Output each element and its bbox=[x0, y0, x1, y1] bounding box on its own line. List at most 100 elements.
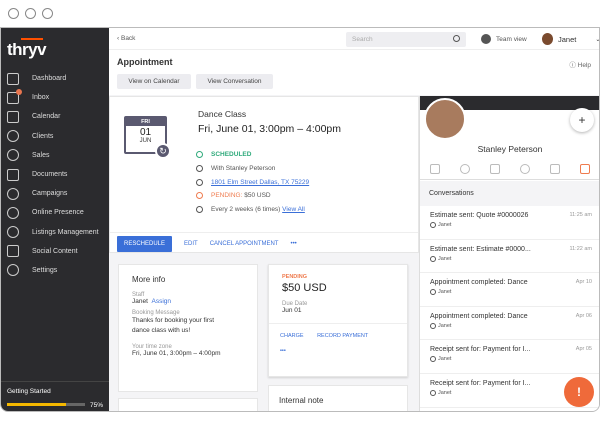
add-button[interactable]: + bbox=[570, 108, 594, 132]
calendar-date-icon: FRI 01 JUN bbox=[124, 116, 167, 154]
chat-help-button[interactable]: ! bbox=[564, 377, 594, 407]
payment-card: PENDING $50 USD Due Date Jun 01 CHARGE R… bbox=[268, 264, 408, 377]
location-pin-icon bbox=[196, 178, 203, 186]
reschedule-button[interactable]: RESCHEDULE bbox=[117, 235, 173, 252]
check-circle-icon bbox=[196, 151, 203, 159]
conversation-title: Appointment completed: Dance bbox=[430, 312, 528, 320]
minimize-window-button[interactable] bbox=[25, 8, 36, 19]
person-icon bbox=[196, 165, 203, 173]
assign-link[interactable]: Assign bbox=[151, 298, 172, 305]
thryv-logo[interactable]: thryv bbox=[7, 38, 47, 59]
window-controls bbox=[8, 8, 53, 19]
conversation-item[interactable]: Receipt sent for: Payment for I... Janet bbox=[420, 374, 599, 408]
conversation-title: Estimate sent: Estimate #0000... bbox=[430, 245, 531, 253]
user-icon bbox=[430, 322, 436, 329]
home-icon[interactable] bbox=[430, 164, 440, 174]
sidebar-item-dashboard[interactable]: Dashboard bbox=[1, 69, 109, 88]
payment-icon bbox=[196, 192, 203, 200]
help-icon: ⓘ bbox=[569, 62, 576, 69]
payments-icon[interactable] bbox=[520, 164, 530, 174]
calendar-icon[interactable] bbox=[490, 164, 500, 174]
sidebar-item-social-content[interactable]: Social Content bbox=[1, 242, 109, 261]
conversation-time: 11:25 am bbox=[569, 212, 592, 218]
conversations-header: Conversations bbox=[420, 181, 599, 206]
close-window-button[interactable] bbox=[8, 8, 19, 19]
sales-icon bbox=[7, 149, 19, 162]
getting-started[interactable]: Getting Started 75% bbox=[1, 381, 109, 411]
page-title: Appointment bbox=[117, 57, 173, 67]
team-view-button[interactable]: Team view bbox=[481, 34, 527, 44]
status-badge: SCHEDULED bbox=[211, 151, 252, 159]
getting-started-progress bbox=[7, 403, 85, 406]
sidebar-item-calendar[interactable]: Calendar bbox=[1, 107, 109, 126]
conversation-item[interactable]: Receipt sent for: Payment for I... Janet A… bbox=[420, 340, 599, 374]
search-icon[interactable] bbox=[453, 35, 460, 42]
conversation-title: Estimate sent: Quote #0000026 bbox=[430, 212, 529, 219]
conversation-title: Receipt sent for: Payment for I... bbox=[430, 380, 531, 387]
info-icon[interactable] bbox=[460, 164, 470, 174]
notification-badge bbox=[16, 88, 22, 95]
repeat-icon bbox=[196, 206, 203, 214]
more-options-button[interactable]: ••• bbox=[290, 240, 297, 247]
progress-fill bbox=[7, 403, 66, 406]
address-link[interactable]: 1801 Elm Street Dallas, TX 75229 bbox=[211, 178, 310, 186]
conversation-title: Receipt sent for: Payment for I... bbox=[430, 346, 531, 354]
sidebar-item-listings-management[interactable]: Listings Management bbox=[1, 223, 109, 242]
edit-button[interactable]: EDIT bbox=[184, 240, 198, 247]
payment-status: PENDING bbox=[282, 274, 308, 280]
maximize-window-button[interactable] bbox=[42, 8, 53, 19]
more-info-card: More info Staff Janet Assign Booking Mes… bbox=[118, 264, 258, 392]
booking-message: Thanks for booking your first dance clas… bbox=[132, 317, 215, 334]
charge-button[interactable]: CHARGE bbox=[280, 333, 304, 339]
dashboard-icon bbox=[7, 72, 19, 85]
sidebar-item-sales[interactable]: Sales bbox=[1, 146, 109, 165]
chevron-down-icon: ⌄ bbox=[595, 36, 600, 43]
client-avatar bbox=[424, 98, 466, 140]
campaigns-icon bbox=[7, 187, 19, 200]
listings-icon bbox=[7, 226, 19, 239]
search-input[interactable]: Search bbox=[346, 32, 466, 47]
inbox-icon bbox=[7, 88, 22, 104]
documents-icon bbox=[7, 168, 19, 181]
conversation-item[interactable]: Appointment completed: Dance Janet Apr 06 bbox=[420, 307, 599, 341]
conversations-icon[interactable] bbox=[580, 164, 590, 174]
conversation-title: Appointment completed: Dance bbox=[430, 279, 528, 287]
user-menu[interactable]: Janet ⌄ bbox=[542, 33, 600, 45]
sidebar: thryv Dashboard Inbox Calendar Clients S… bbox=[1, 28, 109, 411]
sidebar-item-online-presence[interactable]: Online Presence bbox=[1, 203, 109, 222]
conversation-item[interactable]: Appointment completed: Dance Janet Apr 10 bbox=[420, 273, 599, 307]
documents-icon[interactable] bbox=[550, 164, 560, 174]
conversation-item[interactable]: Estimate sent: Estimate #0000... Janet 11:… bbox=[420, 240, 599, 274]
appointment-time: Fri, June 01, 3:00pm – 4:00pm bbox=[198, 123, 341, 135]
help-link[interactable]: ⓘ Help bbox=[569, 62, 591, 69]
user-icon bbox=[430, 289, 436, 296]
view-all-link[interactable]: View All bbox=[282, 206, 305, 214]
clients-icon bbox=[7, 130, 19, 143]
back-link[interactable]: ‹ Back bbox=[117, 35, 136, 42]
client-panel: + Stanley Peterson Conversations Estimat… bbox=[419, 96, 599, 411]
view-on-calendar-button[interactable]: View on Calendar bbox=[117, 74, 191, 89]
conversation-time: 11:22 am bbox=[569, 245, 592, 252]
team-icon bbox=[481, 34, 491, 44]
view-conversation-button[interactable]: View Conversation bbox=[196, 74, 273, 89]
conversation-time: Apr 06 bbox=[575, 312, 592, 319]
payment-amount: $50 USD bbox=[282, 282, 327, 294]
sidebar-item-campaigns[interactable]: Campaigns bbox=[1, 184, 109, 203]
sidebar-item-clients[interactable]: Clients bbox=[1, 127, 109, 146]
internal-note-card: Internal note bbox=[268, 385, 408, 411]
sidebar-item-settings[interactable]: Settings bbox=[1, 261, 109, 280]
avatar bbox=[542, 33, 553, 45]
page-header: Appointment ⓘ Help View on Calendar View… bbox=[109, 50, 599, 95]
top-bar: ‹ Back Search Team view Janet ⌄ bbox=[109, 28, 599, 50]
payment-more-button[interactable]: ••• bbox=[280, 348, 286, 354]
appointment-card: FRI 01 JUN ↻ Dance Class Fri, June 01, 3… bbox=[109, 96, 419, 253]
conversation-item[interactable]: Estimate sent: Quote #0000026 Janet 11:25 … bbox=[420, 206, 599, 240]
calendar-icon bbox=[7, 110, 19, 123]
sidebar-item-inbox[interactable]: Inbox bbox=[1, 88, 109, 107]
appointment-name: Dance Class bbox=[198, 109, 247, 119]
sidebar-item-documents[interactable]: Documents bbox=[1, 165, 109, 184]
cancel-appointment-button[interactable]: CANCEL APPOINTMENT bbox=[209, 240, 279, 247]
additional-card bbox=[118, 398, 258, 411]
appointment-actions: RESCHEDULE EDIT CANCEL APPOINTMENT ••• bbox=[110, 232, 418, 254]
record-payment-button[interactable]: RECORD PAYMENT bbox=[317, 333, 369, 339]
